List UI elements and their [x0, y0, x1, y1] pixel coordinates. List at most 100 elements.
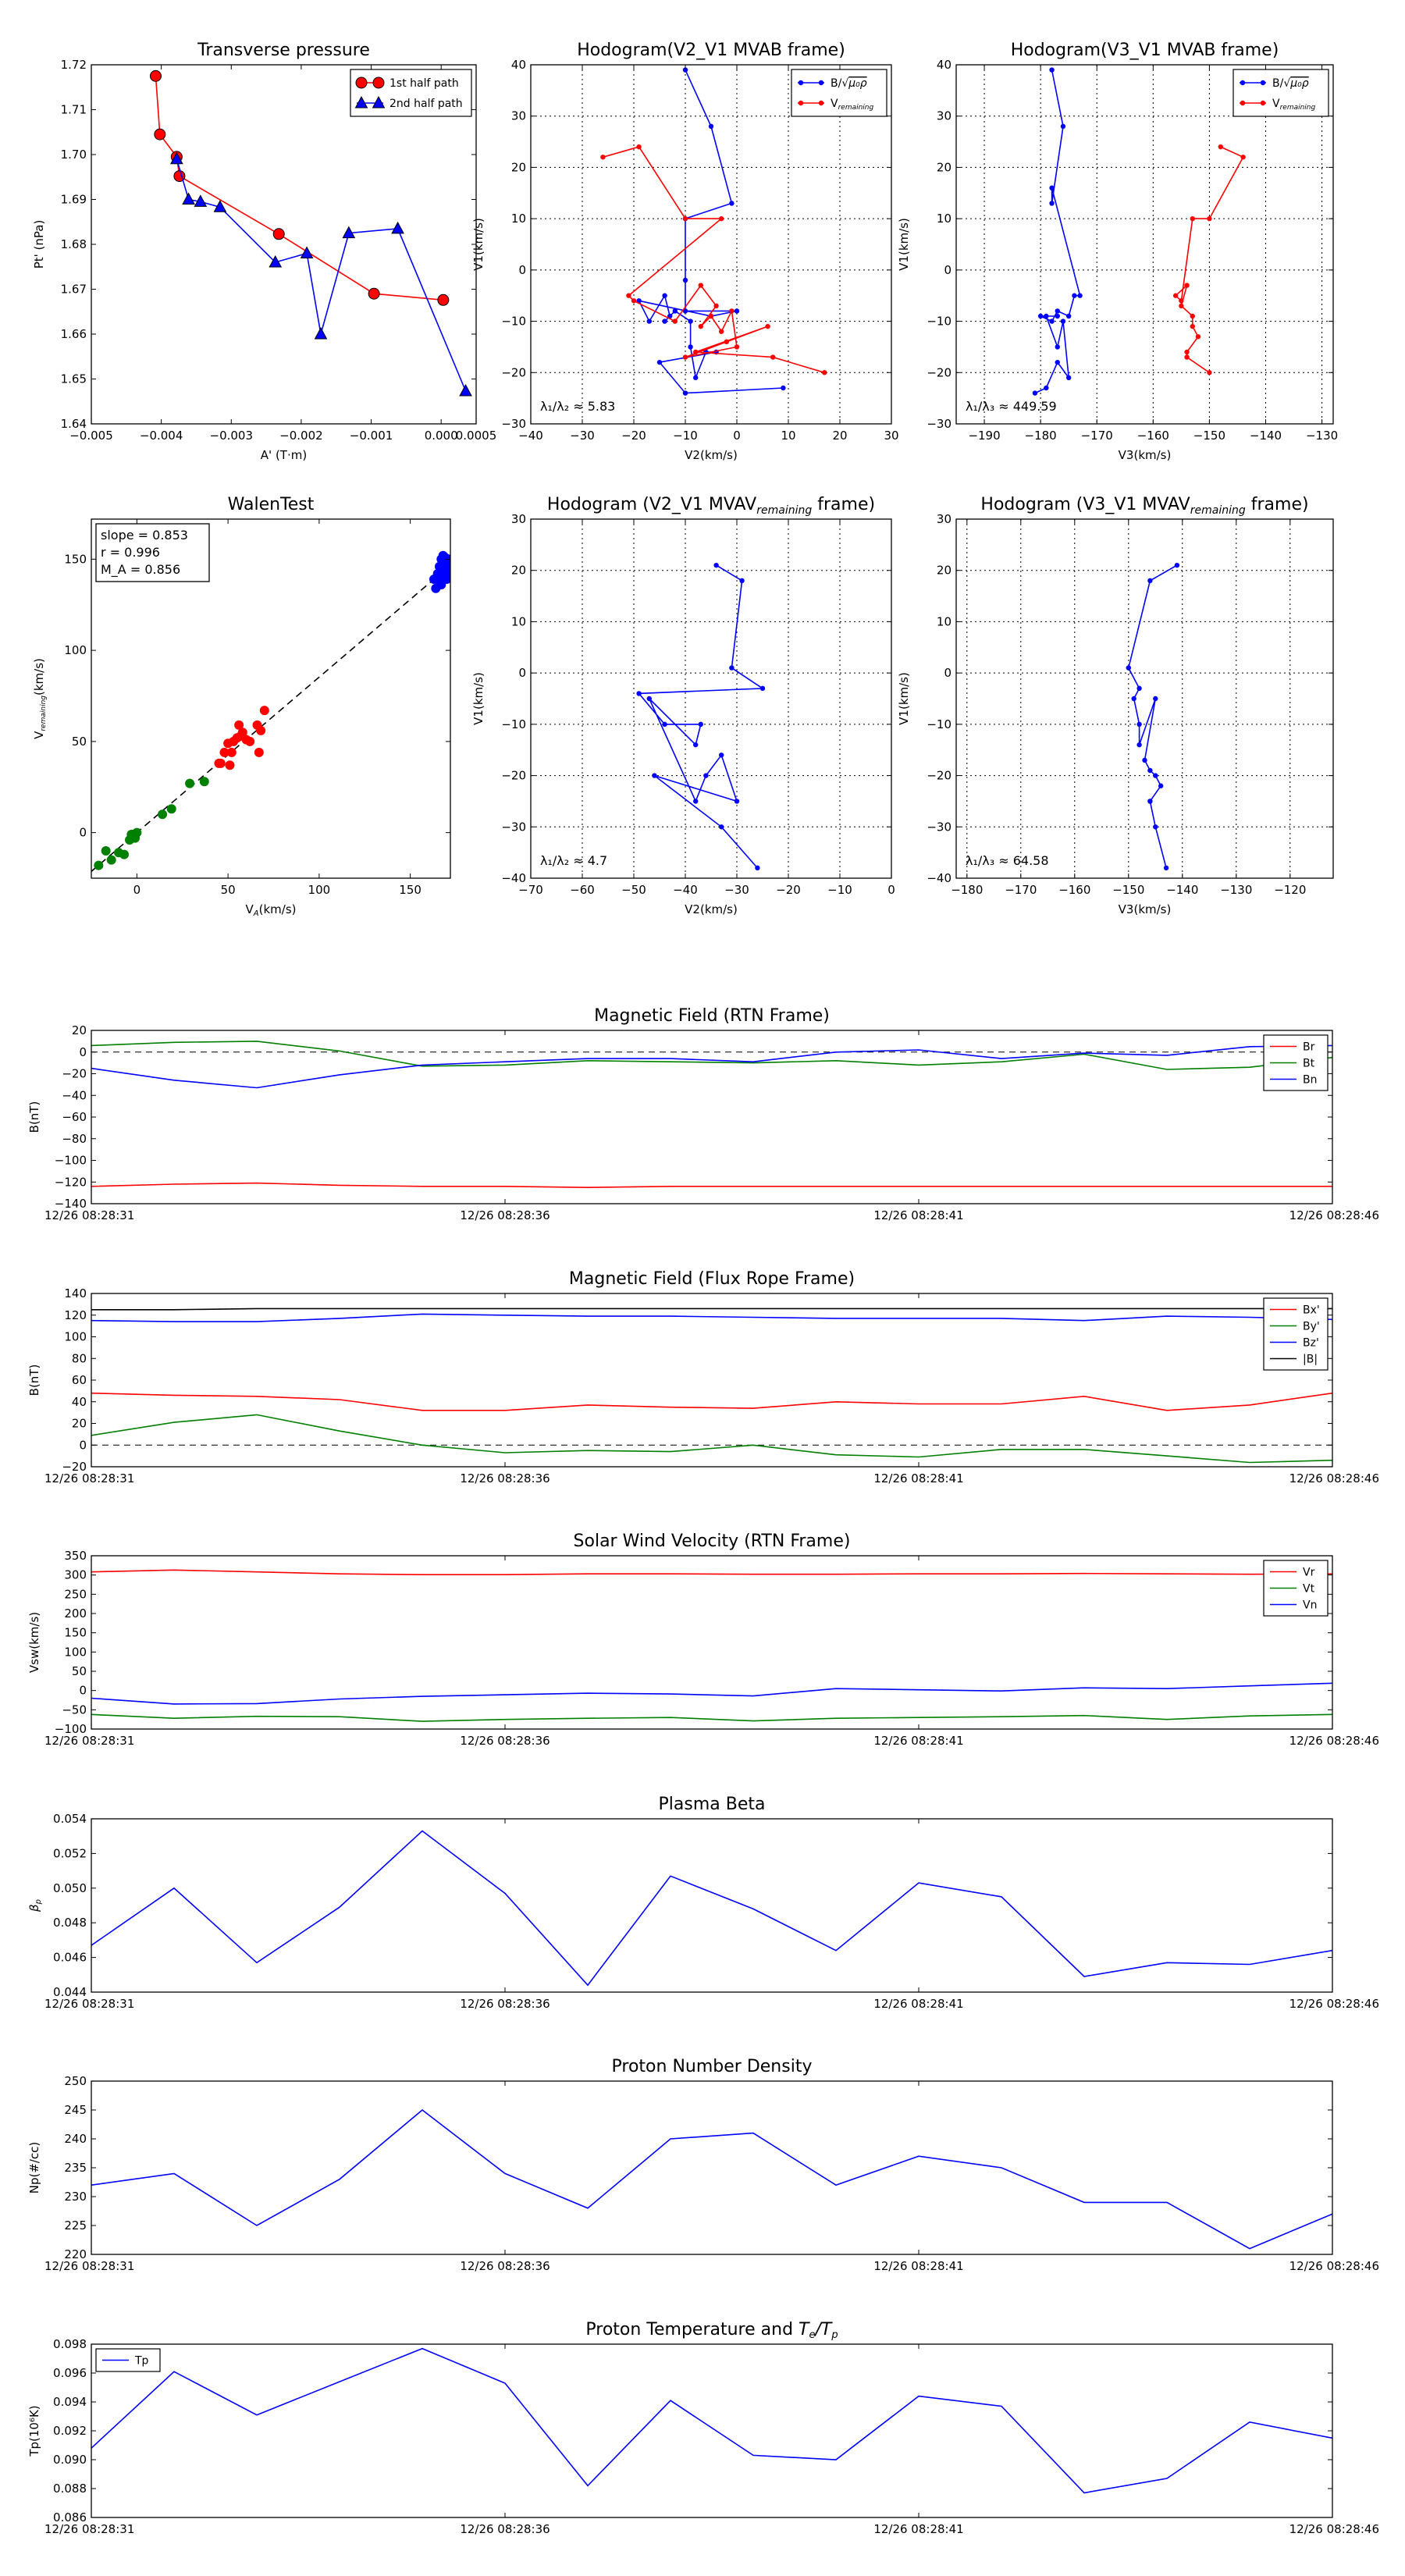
transverse-pressure-chart: Transverse pressure −0.005 −0.004 −0.003 −0.… — [32, 41, 496, 462]
data-point — [1049, 201, 1055, 206]
data-point — [314, 326, 328, 340]
data-point — [755, 865, 760, 871]
eigenvalue-ratio-label: λ₁/λ₂ ≈ 5.83 — [540, 399, 615, 414]
y-tick-label: 0.050 — [53, 1881, 87, 1895]
x-axis-label: V2(km/s) — [685, 448, 738, 462]
y-tick-label: 40 — [937, 58, 951, 72]
y-axis-label: βp — [27, 1899, 43, 1912]
series-line-beta — [91, 1830, 1332, 1987]
y-axis-label: V1(km/s) — [471, 672, 486, 725]
plot-frame — [955, 518, 1334, 879]
data-point — [719, 329, 724, 334]
x-tick-label: −10 — [827, 883, 852, 897]
y-tick-label: 20 — [72, 1417, 87, 1431]
chart-title: Transverse pressure — [197, 41, 370, 60]
data-point — [724, 339, 729, 345]
x-tick-label: 12/26 08:28:36 — [460, 1471, 550, 1485]
y-tick-label: −50 — [62, 1703, 87, 1717]
magnetic-field-flux-rope-chart: Magnetic Field (Flux Rope Frame) 12/26 08… — [27, 1269, 1379, 1485]
data-point — [1158, 783, 1164, 788]
legend-label: Vremaining — [831, 98, 874, 112]
data-point — [1049, 67, 1055, 73]
legend-marker — [798, 80, 804, 86]
data-point — [1055, 359, 1060, 365]
legend-marker — [354, 95, 368, 109]
legend-marker — [355, 76, 368, 89]
x-tick-label: −60 — [570, 883, 595, 897]
data-point — [1179, 298, 1184, 304]
x-tick-label: −70 — [518, 883, 543, 897]
chart-title: Hodogram (V2_V1 MVAVremaining frame) — [547, 495, 875, 517]
plot-frame — [91, 518, 451, 879]
plot-area — [91, 2108, 1332, 2250]
legend-label: Tp — [134, 2355, 149, 2368]
legend-marker — [818, 80, 824, 86]
walen-test-chart: WalenTest 0 50 100 150 0 50 100 150 VA(km/s) Vrema… — [32, 495, 451, 918]
plot-area — [91, 1308, 1332, 1464]
x-tick-label: 12/26 08:28:46 — [1289, 1208, 1379, 1222]
scatter-point — [446, 569, 450, 579]
y-tick-label: 30 — [937, 109, 951, 123]
data-point — [713, 303, 719, 309]
data-point — [1147, 578, 1153, 584]
y-tick-label: 1.65 — [61, 372, 87, 386]
x-tick-label: −0.003 — [210, 429, 254, 443]
y-tick-label: −100 — [55, 1722, 87, 1736]
y-tick-label: 10 — [511, 614, 526, 628]
x-tick-label: −130 — [1306, 429, 1338, 443]
data-point — [1172, 293, 1179, 298]
legend-label: Bz' — [1303, 1337, 1319, 1350]
data-point — [765, 323, 770, 329]
scatter-point — [225, 760, 235, 770]
legend-label: Vt — [1303, 1583, 1315, 1596]
y-tick-label: −30 — [501, 417, 526, 431]
scatter-point — [128, 829, 138, 839]
x-tick-label: −40 — [518, 429, 543, 443]
chart-title: Magnetic Field (RTN Frame) — [594, 1006, 830, 1026]
data-point — [759, 685, 766, 692]
x-tick-label: −140 — [1166, 883, 1198, 897]
x-tick-label: −20 — [621, 429, 646, 443]
data-point — [1218, 144, 1224, 150]
data-point — [672, 318, 678, 324]
scatter-point — [185, 778, 195, 788]
data-point — [646, 696, 652, 702]
data-point — [1153, 696, 1158, 702]
scatter-point — [199, 777, 209, 787]
data-point — [1055, 313, 1060, 319]
y-tick-label: −30 — [927, 820, 951, 834]
data-point — [703, 773, 709, 778]
data-point — [698, 721, 703, 728]
data-point — [1044, 313, 1049, 319]
proton-temperature-chart: Proton Temperature and Te/Tp 12/26 08:28:… — [27, 2320, 1379, 2536]
series-line-vt — [91, 1713, 1332, 1722]
data-point — [631, 298, 637, 304]
y-axis-label: B(nT) — [27, 1364, 41, 1397]
plot-frame — [91, 1818, 1333, 1993]
series-line-bn — [91, 1044, 1332, 1089]
scatter-point — [259, 706, 269, 716]
stats-line: M_A = 0.856 — [101, 562, 180, 578]
plot-area — [636, 562, 766, 871]
data-point — [688, 344, 693, 350]
magnetic-field-rtn-chart: Magnetic Field (RTN Frame) 12/26 08:28:31… — [27, 1006, 1379, 1222]
x-tick-label: −40 — [673, 883, 698, 897]
plot-frame — [91, 64, 477, 425]
x-tick-label: −170 — [1081, 429, 1113, 443]
scatter-point — [254, 747, 264, 757]
x-tick-label: −0.002 — [279, 429, 323, 443]
data-point — [213, 200, 227, 212]
legend-box — [1232, 69, 1329, 117]
eigenvalue-ratio-label: λ₁/λ₃ ≈ 64.58 — [966, 853, 1049, 868]
y-tick-label: 20 — [937, 564, 951, 578]
y-tick-label: 1.68 — [61, 237, 87, 251]
data-point — [698, 323, 703, 329]
x-tick-label: 0 — [733, 429, 741, 443]
y-tick-label: 40 — [511, 58, 526, 72]
data-point — [781, 385, 786, 391]
solar-wind-velocity-rtn-chart: Solar Wind Velocity (RTN Frame) 12/26 08:… — [27, 1532, 1379, 1748]
x-tick-label: −130 — [1220, 883, 1252, 897]
legend: Vr Vt Vn — [1263, 1560, 1329, 1617]
chart-title: WalenTest — [228, 495, 315, 514]
y-tick-label: 50 — [72, 1664, 87, 1678]
